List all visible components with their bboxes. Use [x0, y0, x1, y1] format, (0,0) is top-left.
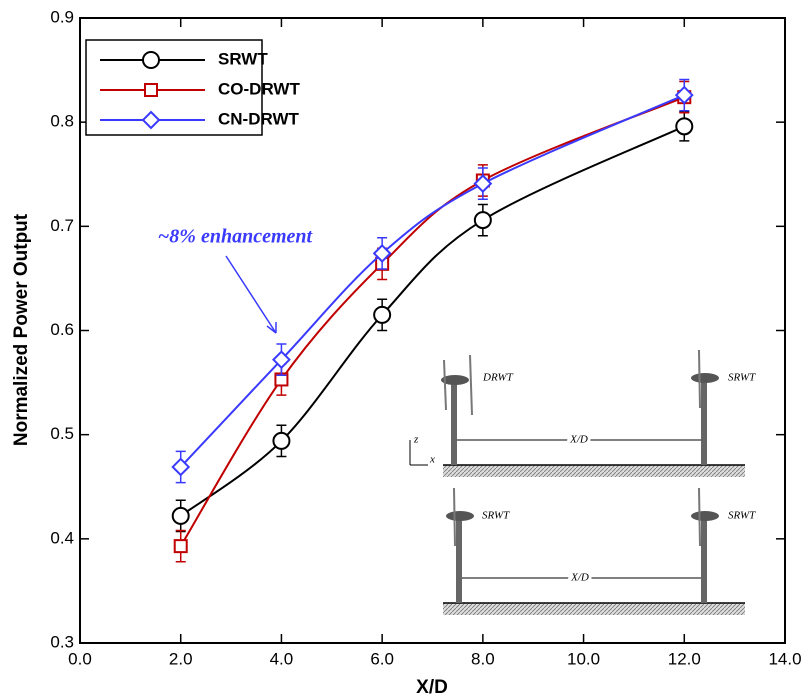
inset-label: x — [429, 454, 435, 466]
y-axis-label: Normalized Power Output — [11, 213, 32, 446]
marker — [473, 211, 492, 230]
annotation-arrow — [225, 255, 277, 334]
marker — [171, 506, 190, 525]
annotation: ~8% enhancement — [158, 226, 314, 248]
inset-label: DRWT — [482, 372, 514, 384]
inset-label: X/D — [570, 572, 589, 584]
blade — [443, 359, 447, 411]
blade — [469, 354, 473, 416]
marker — [674, 85, 694, 105]
inset-label: SRWT — [728, 372, 756, 384]
series-line — [179, 96, 685, 547]
inset-label: X/D — [569, 434, 588, 446]
x-tick-label: 6.0 — [370, 649, 394, 668]
tower — [701, 378, 707, 465]
inset-label: SRWT — [482, 510, 510, 522]
marker — [144, 83, 158, 97]
nacelle — [691, 511, 719, 521]
axis-glyph — [409, 440, 428, 466]
inset-label: z — [413, 434, 419, 446]
legend-label: CN-DRWT — [218, 109, 300, 128]
y-tick-label: 0.7 — [50, 216, 74, 235]
annotation-arrowhead — [266, 322, 277, 334]
x-tick-label: 0.0 — [68, 649, 92, 668]
blade — [453, 487, 456, 547]
marker — [675, 117, 694, 136]
marker — [272, 431, 291, 450]
x-axis-label: X/D — [416, 677, 448, 698]
tower — [451, 378, 457, 465]
inset-label: SRWT — [728, 510, 756, 522]
x-tick-label: 8.0 — [471, 649, 495, 668]
marker — [142, 51, 160, 69]
marker — [141, 110, 161, 130]
y-tick-label: 0.9 — [50, 7, 74, 26]
y-tick-label: 0.8 — [50, 112, 74, 131]
x-tick-label: 14.0 — [768, 649, 801, 668]
x-tick-label: 10.0 — [567, 649, 600, 668]
nacelle — [441, 375, 469, 385]
y-tick-label: 0.6 — [50, 320, 74, 339]
y-tick-label: 0.5 — [50, 424, 74, 443]
inset-diagram: DRWT SRWT X/D z x SRWT SRWT X/D — [409, 349, 756, 615]
nacelle — [691, 373, 719, 383]
series-line — [179, 94, 685, 468]
legend-label: CO-DRWT — [218, 79, 300, 98]
blade — [698, 349, 701, 409]
marker — [173, 539, 188, 554]
marker — [372, 244, 392, 263]
x-tick-label: 4.0 — [270, 649, 294, 668]
marker — [473, 174, 493, 194]
x-tick-label: 2.0 — [169, 649, 193, 668]
tower — [456, 516, 462, 603]
marker — [171, 457, 191, 477]
ground — [443, 603, 745, 615]
blade — [698, 487, 701, 547]
y-tick-label: 0.3 — [50, 632, 74, 651]
tower — [701, 516, 707, 603]
marker — [272, 350, 291, 370]
marker — [373, 305, 392, 324]
legend-label: SRWT — [218, 49, 268, 68]
ground — [443, 465, 745, 477]
nacelle — [446, 511, 474, 521]
x-tick-label: 12.0 — [668, 649, 701, 668]
y-tick-label: 0.4 — [50, 528, 74, 547]
